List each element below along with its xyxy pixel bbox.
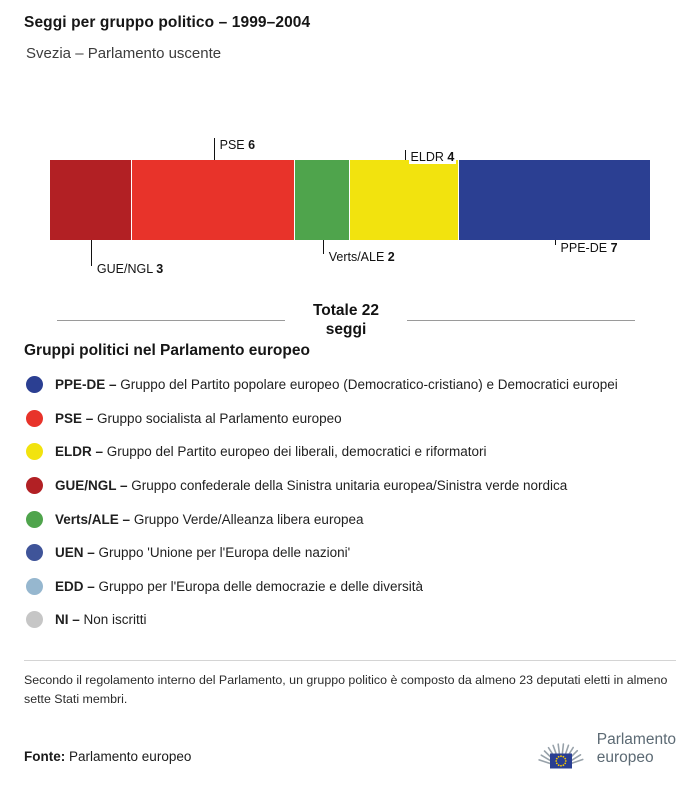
legend-text: PSE – Gruppo socialista al Parlamento eu… [55,411,342,426]
legend-abbr: Verts/ALE – [55,511,131,527]
legend-abbr: NI – [55,612,80,628]
legend-desc: Gruppo 'Unione per l'Europa delle nazion… [98,545,351,561]
legend-text: Verts/ALE – Gruppo Verde/Alleanza libera… [55,512,363,527]
legend-desc: Gruppo Verde/Alleanza libera europea [133,511,364,527]
legend-item-pse: PSE – Gruppo socialista al Parlamento eu… [24,402,684,436]
legend-text: GUE/NGL – Gruppo confederale della Sinis… [55,478,567,493]
callout-seat-count: 7 [610,241,618,255]
legend-desc: Gruppo del Partito popolare europeo (Dem… [120,377,618,393]
callout-label-ppe-de: PPE-DE 7 [558,241,620,255]
callout-seat-count: 3 [156,262,164,276]
total-seats-label: Totale 22 seggi [285,301,407,339]
legend-text: ELDR – Gruppo del Partito europeo dei li… [55,444,486,459]
legend-desc: Gruppo socialista al Parlamento europeo [97,410,342,426]
callout-line-pse [213,138,215,160]
total-divider: Totale 22 seggi [57,301,636,339]
callout-label-verts-ale: Verts/ALE 2 [326,250,397,264]
callout-label-pse: PSE 6 [217,138,258,152]
bar-segment-ppe-de [459,160,650,240]
ep-logo-text: Parlamento europeo [597,731,676,767]
source-text: Parlamento europeo [69,749,192,764]
stacked-bar-chart: GUE/NGL 3 PSE 6 Verts/ALE 2 ELDR 4 PPE-DE 7 [50,100,650,280]
ep-logo-graphic [538,743,584,769]
callout-seat-count: 2 [387,250,395,264]
callout-seat-count: 6 [248,138,256,152]
legend-abbr: UEN – [55,545,95,561]
legend-item-ppe-de: PPE-DE – Gruppo del Partito popolare eur… [24,368,684,402]
callout-line-ppe-de [554,240,556,245]
legend-item-eldr: ELDR – Gruppo del Partito europeo dei li… [24,435,684,469]
ep-logo: Parlamento europeo [534,726,676,772]
source-line: Fonte: Parlamento europeo [24,749,191,764]
legend-dot-gue-ngl [26,477,43,495]
legend-text: UEN – Gruppo 'Unione per l'Europa delle … [55,545,350,560]
chart-subtitle: Svezia – Parlamento uscente [26,45,222,62]
legend-text: EDD – Gruppo per l'Europa delle democraz… [55,579,423,594]
legend-abbr: PSE – [55,410,94,426]
legend-item-ni: NI – Non iscritti [24,603,684,637]
legend-item-edd: EDD – Gruppo per l'Europa delle democraz… [24,570,684,604]
divider-line-right [407,319,636,321]
footer-row: Fonte: Parlamento europeo Parlamento eur… [24,726,676,772]
footnote: Secondo il regolamento interno del Parla… [24,673,668,707]
legend-desc: Gruppo confederale della Sinistra unitar… [131,478,568,494]
bar-segment-verts-ale [295,160,350,240]
legend-dot-ni [26,611,43,629]
legend-heading: Gruppi politici nel Parlamento europeo [24,342,310,359]
legend-text: PPE-DE – Gruppo del Partito popolare eur… [55,377,618,392]
callout-line-eldr [404,150,406,160]
legend-dot-eldr [26,443,43,461]
legend-item-gue-ngl: GUE/NGL – Gruppo confederale della Sinis… [24,469,684,503]
legend-dot-uen [26,544,43,562]
legend-abbr: ELDR – [55,444,104,460]
legend-desc: Gruppo per l'Europa delle democrazie e d… [98,578,424,594]
legend-item-uen: UEN – Gruppo 'Unione per l'Europa delle … [24,536,684,570]
legend-item-verts-ale: Verts/ALE – Gruppo Verde/Alleanza libera… [24,502,684,536]
bar-segment-eldr [349,160,460,240]
stacked-bar [50,160,650,240]
legend: PPE-DE – Gruppo del Partito popolare eur… [24,368,684,637]
legend-abbr: PPE-DE – [55,377,117,393]
callout-line-verts-ale [322,240,324,254]
total-line-2: seggi [325,321,367,338]
bar-segment-pse [131,160,296,240]
legend-desc: Gruppo del Partito europeo dei liberali,… [106,444,487,460]
legend-text: NI – Non iscritti [55,612,147,627]
source-label: Fonte: [24,749,66,764]
total-line-1: Totale 22 [312,302,380,319]
bar-segment-gue-ngl [50,160,132,240]
legend-abbr: GUE/NGL – [55,478,128,494]
chart-title: Seggi per gruppo politico – 1999–2004 [24,14,311,31]
legend-dot-verts-ale [26,510,43,528]
eu-flag [549,753,572,769]
callout-group-name: PPE-DE [560,241,608,255]
divider-line-left [57,319,285,321]
callout-group-name: PSE [219,138,245,152]
legend-dot-edd [26,577,43,595]
callout-label-gue-ngl: GUE/NGL 3 [94,262,166,276]
footer-separator [24,660,676,661]
legend-dot-pse [26,409,43,427]
legend-abbr: EDD – [55,578,95,594]
callout-group-name: Verts/ALE [328,250,385,264]
callout-line-gue-ngl [90,240,92,266]
callout-group-name: GUE/NGL [96,262,153,276]
logo-line-1: Parlamento [596,731,676,749]
logo-line-2: europeo [596,749,654,766]
legend-dot-ppe-de [26,376,43,394]
legend-desc: Non iscritti [83,612,147,628]
